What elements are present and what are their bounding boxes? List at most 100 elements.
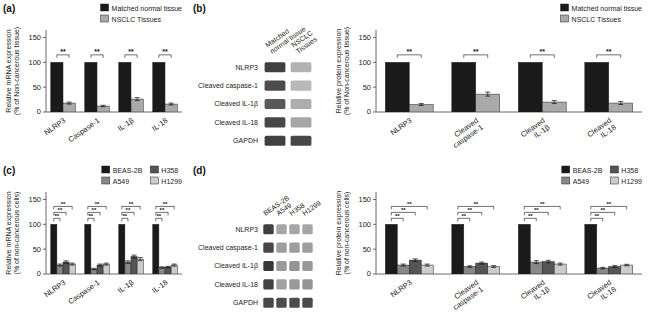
blot-band (276, 243, 286, 253)
blot-band (265, 62, 286, 72)
blot-band (302, 298, 312, 308)
error-bar (104, 263, 109, 265)
error-bar (98, 264, 103, 266)
y-tick-label: 0 (37, 269, 41, 278)
blot-band (289, 243, 299, 253)
blot-band (265, 99, 286, 109)
y-axis-label: Relative mRNA expression(% of non-cancer… (5, 191, 21, 274)
bar (57, 265, 63, 274)
significance-label: ** (160, 207, 165, 213)
error-bar (612, 266, 617, 268)
legend-label: NSCLC Tissues (112, 16, 162, 23)
significance-label: ** (606, 48, 612, 55)
text-line: Relative protein expression (335, 191, 343, 276)
text-line: NLRP3 (389, 116, 414, 137)
blot-band (276, 279, 286, 289)
blot-band (263, 298, 273, 308)
error-bar (70, 263, 75, 265)
x-tick-label: CleavedIL-1β (519, 277, 552, 307)
bar (621, 265, 633, 274)
text-line: NLRP3 (42, 116, 67, 137)
y-tick (373, 249, 376, 250)
bar (609, 267, 621, 274)
y-tick-label: 100 (358, 58, 371, 67)
significance-label: ** (94, 48, 100, 55)
bar (131, 99, 143, 112)
error-bar (91, 268, 96, 269)
bar (51, 224, 57, 274)
error-bar (425, 264, 430, 266)
error-bar (618, 102, 623, 105)
marks (385, 224, 632, 274)
text-line: NLRP3 (389, 278, 414, 299)
x-tick-label: NLRP3 (42, 116, 67, 137)
bar (409, 105, 433, 112)
blot-row-label: GAPDH (233, 137, 258, 144)
legend-label: H1299 (161, 178, 182, 185)
x-tick-label: CleavedIL-18 (585, 278, 617, 308)
bar (452, 62, 476, 112)
y-tick-label: 150 (28, 33, 41, 42)
bar (452, 224, 464, 274)
y-tick-label: 50 (33, 245, 41, 254)
x-tick-label: Cleavedcaspase-1 (447, 278, 485, 312)
y-axis-label: Relative protein expression(% of non-can… (335, 191, 351, 276)
text-line: caspase-1 (451, 285, 485, 312)
blot-band (263, 243, 273, 253)
legend-swatch (101, 4, 109, 11)
x-tick-label: IL-18 (150, 278, 169, 295)
blot-row-label: NLRP3 (235, 226, 258, 233)
bar-panel: 050100150Relative protein expression(% o… (335, 4, 642, 150)
y-tick-label: 50 (33, 83, 41, 92)
y-tick (373, 199, 376, 200)
figure: 0 50 100 150 Relative mRNA expression (% of N… (0, 0, 650, 324)
x-tick-label: CleavedIL-1β (519, 115, 552, 145)
y-tick-label: 150 (358, 195, 371, 204)
text-line: Relative mRNA expression (5, 191, 13, 274)
x-tick-label: Cleavedcaspase-1 (447, 116, 485, 150)
legend-label: H1299 (621, 178, 642, 185)
error-bar (624, 264, 629, 265)
error-bar (101, 105, 106, 106)
bar (51, 62, 63, 112)
y-tick (373, 112, 376, 113)
blot-column-label: H1299 (301, 199, 322, 217)
bar (153, 62, 165, 112)
error-bar (132, 255, 137, 258)
y-axis (46, 192, 47, 274)
bar (165, 104, 177, 112)
y-tick (43, 37, 46, 38)
blot-band (265, 81, 286, 91)
error-bar (159, 267, 164, 268)
bar (165, 267, 171, 274)
panel-title: (a) (3, 3, 15, 14)
error-bar (413, 259, 418, 261)
bar (597, 268, 609, 274)
significance-label: ** (540, 201, 545, 207)
significance-label: ** (600, 207, 605, 213)
bar (476, 263, 488, 274)
blot-band (291, 62, 312, 72)
y-tick (43, 249, 46, 250)
error-bar (57, 264, 62, 266)
text-line: (% of non-cancerous cells) (13, 192, 21, 275)
significance-label: ** (407, 201, 412, 207)
text-line: IL-1β (116, 115, 136, 133)
blot-row-label: Cleaved IL-1β (214, 262, 258, 270)
y-tick-label: 100 (358, 220, 371, 229)
error-bar (169, 103, 174, 105)
legend-label: H358 (621, 167, 638, 174)
error-bar (166, 266, 171, 267)
y-tick (43, 274, 46, 275)
text-line: IL-18 (599, 285, 618, 302)
text-line: (% of Non-cancerous tissue) (343, 27, 351, 115)
bar (171, 265, 177, 274)
bar (518, 62, 542, 112)
error-bar (64, 261, 69, 263)
legend-label: BEAS-2B (573, 167, 603, 174)
significance-label: ** (594, 213, 599, 219)
significance-label: ** (401, 207, 406, 213)
significance-label: ** (162, 48, 168, 55)
bar (159, 268, 165, 274)
y-tick (373, 87, 376, 88)
